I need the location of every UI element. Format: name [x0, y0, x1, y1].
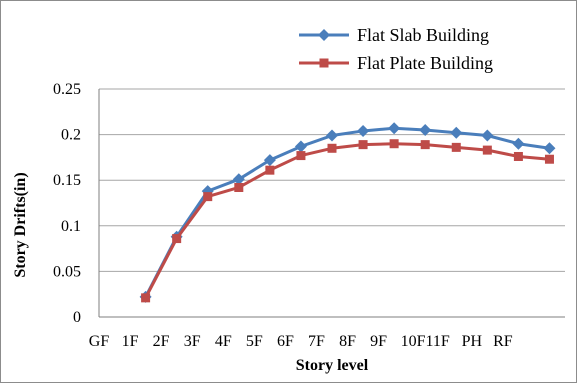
x-tick-label: 3F [184, 333, 201, 350]
data-point [481, 129, 494, 142]
legend-marker [319, 58, 329, 68]
gridlines [99, 88, 565, 272]
y-tick-label: 0.1 [61, 218, 81, 235]
y-axis-title: Story Drifts(in) [12, 172, 29, 277]
x-tick-label: 6F [277, 333, 294, 350]
y-tick-label: 0.15 [53, 172, 81, 189]
x-tick-label: 7F [308, 333, 325, 350]
data-point [543, 142, 556, 155]
data-point [512, 137, 525, 150]
data-point [232, 173, 245, 186]
y-tick-label: 0.05 [53, 263, 81, 280]
x-tick-label: 2F [153, 333, 170, 350]
x-tick-label: 8F [339, 333, 356, 350]
data-point [513, 151, 523, 161]
x-tick-label: 10F11F [401, 333, 450, 350]
x-axis-title: Story level [296, 357, 369, 374]
x-tick-label: RF [493, 333, 513, 350]
y-tick-label: 0 [73, 309, 81, 326]
x-tick-label: 4F [215, 333, 232, 350]
data-point [296, 151, 306, 161]
x-tick-label: 1F [122, 333, 139, 350]
x-tick-labels: GF 1F 2F 3F 4F 5F 6F 7F 8F 9F 10F11F PH RF [89, 333, 513, 350]
legend-marker [318, 29, 330, 41]
legend-label: Flat Plate Building [357, 53, 493, 73]
y-tick-labels: 0 0.05 0.1 0.15 0.2 0.25 [53, 81, 81, 326]
data-point [265, 165, 275, 175]
x-tick-label: PH [462, 333, 483, 350]
y-tick-label: 0.2 [61, 127, 81, 144]
legend-label: Flat Slab Building [357, 25, 489, 45]
data-point [326, 129, 338, 142]
data-point [451, 142, 461, 152]
data-point [482, 145, 492, 155]
data-point [234, 182, 244, 192]
data-point [450, 126, 463, 139]
series-line-2 [144, 142, 550, 299]
x-tick-label: 5F [246, 333, 263, 350]
data-point [420, 140, 430, 150]
data-point [389, 139, 399, 149]
data-point [203, 192, 213, 202]
x-tick-label: 9F [370, 333, 387, 350]
series-lines [139, 122, 556, 303]
data-point [294, 140, 307, 153]
x-tick-label: GF [89, 333, 110, 350]
data-point [172, 234, 182, 244]
data-point [544, 154, 554, 164]
y-tick-label: 0.25 [53, 81, 81, 98]
data-point [358, 140, 368, 150]
axes [98, 89, 565, 318]
data-point [419, 124, 432, 137]
data-point [357, 124, 370, 137]
data-point [388, 122, 401, 135]
data-point [263, 154, 276, 167]
legend: Flat Slab Building Flat Plate Building [299, 25, 493, 73]
data-point [327, 143, 337, 153]
data-point [141, 293, 151, 303]
